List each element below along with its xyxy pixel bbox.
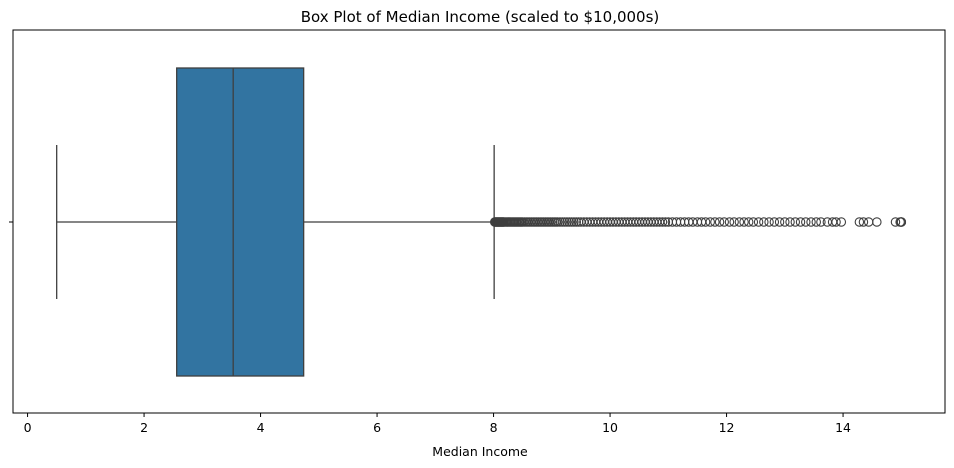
outlier-point — [801, 217, 811, 227]
outlier-point — [719, 217, 729, 227]
outlier-point — [836, 217, 847, 227]
outlier-point — [816, 217, 826, 227]
outlier-point — [890, 217, 901, 227]
outlier-point — [729, 217, 739, 227]
outliers-group — [489, 217, 907, 227]
x-tick-label: 12 — [719, 420, 735, 435]
x-axis: 0 2 4 6 8 10 12 14 — [24, 413, 851, 435]
x-tick-label: 2 — [140, 420, 148, 435]
x-tick-label: 14 — [835, 420, 851, 435]
outlier-point — [863, 217, 874, 227]
outlier-point — [806, 217, 816, 227]
x-tick-label: 4 — [257, 420, 265, 435]
outlier-point — [562, 217, 572, 227]
outlier-point — [724, 217, 735, 227]
x-axis-label: Median Income — [432, 444, 528, 459]
outlier-point — [552, 217, 563, 227]
interquartile-box — [176, 67, 305, 377]
outlier-point — [774, 217, 785, 227]
x-tick-label: 10 — [602, 420, 618, 435]
x-tick-label: 6 — [373, 420, 381, 435]
outlier-point — [764, 217, 774, 227]
outlier-point — [790, 217, 801, 227]
x-tick-label: 8 — [490, 420, 498, 435]
outlier-point — [571, 217, 582, 227]
outlier-point — [872, 217, 882, 227]
box-group — [176, 67, 305, 377]
outlier-point — [743, 217, 754, 227]
outlier-point — [705, 217, 716, 227]
outlier-point — [780, 217, 790, 227]
outlier-point — [714, 217, 725, 227]
outlier-point — [566, 217, 577, 227]
outlier-point — [569, 217, 579, 227]
outlier-point — [710, 217, 720, 227]
outlier-point — [739, 217, 749, 227]
outlier-point — [555, 217, 565, 227]
x-tick-label: 0 — [24, 420, 32, 435]
outlier-point — [564, 217, 575, 227]
outlier-point — [896, 217, 907, 227]
outlier-point — [858, 217, 869, 227]
outlier-point — [769, 217, 780, 227]
outlier-point — [811, 217, 822, 227]
outlier-point — [734, 217, 745, 227]
outlier-point — [557, 217, 568, 227]
outlier-point — [559, 217, 570, 227]
outlier-point — [660, 217, 671, 227]
outlier-point — [700, 217, 711, 227]
outlier-point — [748, 217, 759, 227]
outlier-point — [854, 217, 865, 227]
chart-title: Box Plot of Median Income (scaled to $10… — [301, 8, 660, 26]
outlier-point — [657, 217, 668, 227]
outlier-point — [759, 217, 769, 227]
outlier-point — [785, 217, 795, 227]
outlier-point — [831, 217, 841, 227]
outlier-point — [753, 217, 764, 227]
outlier-point — [795, 217, 806, 227]
